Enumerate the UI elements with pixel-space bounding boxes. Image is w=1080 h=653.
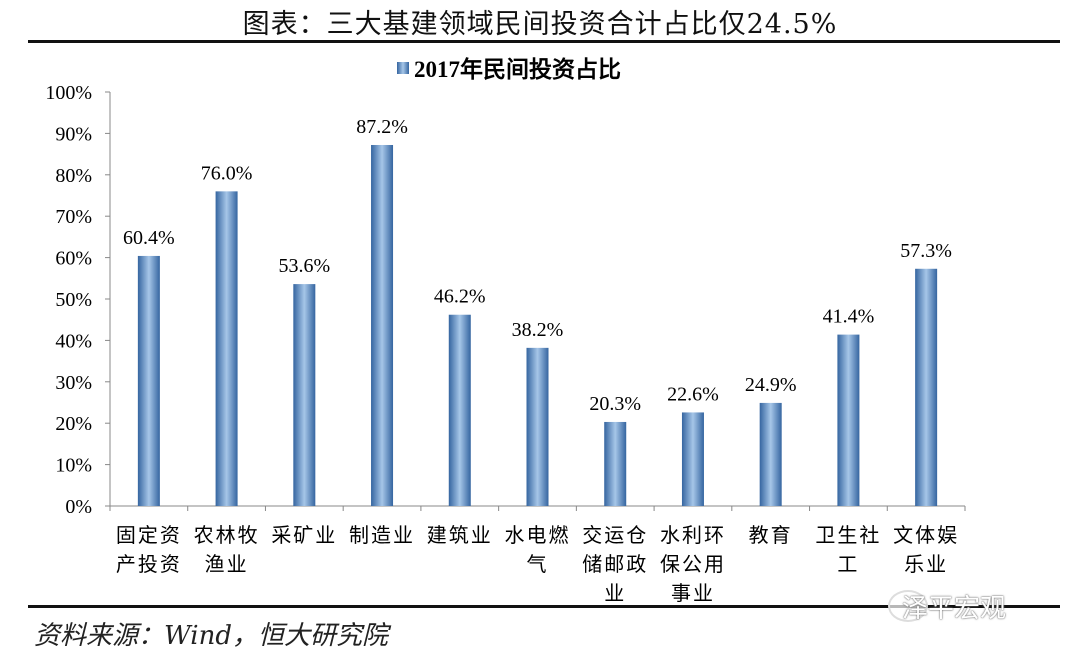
data-label: 20.3% (589, 393, 641, 415)
x-tick-label: 事业 (671, 582, 715, 605)
bar (526, 347, 549, 506)
bottom-rule (28, 605, 1060, 608)
y-tick-label: 100% (45, 82, 92, 104)
x-tick-label: 教育 (749, 524, 793, 547)
bar (448, 314, 471, 506)
source-note: 资料来源：Wind，恒大研究院 (34, 621, 388, 651)
bar (837, 334, 860, 506)
x-tick-label: 水电燃 (505, 524, 571, 547)
y-tick-label: 20% (55, 413, 92, 435)
bar (293, 284, 316, 506)
data-label: 41.4% (823, 306, 875, 328)
bar (915, 268, 938, 506)
x-tick-label: 工 (837, 554, 859, 576)
y-tick-label: 90% (55, 123, 92, 145)
x-tick-label: 储邮政 (582, 553, 648, 576)
data-label: 53.6% (278, 255, 330, 277)
x-tick-label: 建筑业 (427, 524, 493, 547)
x-tick-label: 固定资 (116, 524, 182, 547)
x-tick-label: 采矿业 (271, 524, 337, 547)
watermark: 泽平宏观 (902, 594, 1007, 624)
x-tick-label: 气 (527, 553, 549, 576)
bar (371, 144, 394, 506)
x-tick-label: 文体娱 (893, 524, 959, 547)
x-tick-label: 产投资 (116, 553, 182, 576)
top-rule (28, 40, 1060, 43)
x-tick-label: 交运仓 (582, 524, 648, 547)
wechat-icon (888, 590, 928, 622)
x-tick-label: 卫生社 (815, 524, 881, 547)
bar (137, 255, 160, 506)
y-tick-label: 0% (65, 496, 92, 518)
data-label: 57.3% (900, 240, 952, 262)
bar (604, 421, 627, 506)
y-tick-label: 10% (55, 455, 92, 477)
y-tick-label: 60% (55, 248, 92, 270)
x-tick-label: 乐业 (904, 553, 948, 576)
data-label: 22.6% (667, 383, 719, 405)
bar (681, 412, 704, 506)
x-tick-label: 保公用 (660, 553, 726, 576)
figure-title: 图表：三大基建领域民间投资合计占比仅24.5% (242, 9, 838, 40)
data-label: 76.0% (201, 162, 253, 184)
y-tick-label: 80% (55, 165, 92, 187)
x-tick-label: 制造业 (349, 524, 415, 547)
data-label: 38.2% (512, 319, 564, 341)
x-tick-label: 渔业 (205, 553, 249, 576)
x-tick-label: 水利环 (660, 524, 726, 547)
x-tick-label: 业 (604, 582, 626, 605)
data-label: 24.9% (745, 374, 797, 396)
y-tick-label: 30% (55, 372, 92, 394)
data-label: 60.4% (123, 227, 175, 249)
y-tick-label: 70% (55, 206, 92, 228)
x-tick-label: 农林牧 (194, 524, 260, 547)
data-label: 87.2% (356, 116, 408, 138)
data-label: 46.2% (434, 286, 486, 308)
y-tick-label: 50% (55, 289, 92, 311)
legend-swatch (397, 62, 409, 74)
bar (215, 191, 238, 507)
y-tick-label: 40% (55, 330, 92, 352)
bar (759, 402, 782, 506)
legend-label: 2017年民间投资占比 (414, 56, 621, 82)
